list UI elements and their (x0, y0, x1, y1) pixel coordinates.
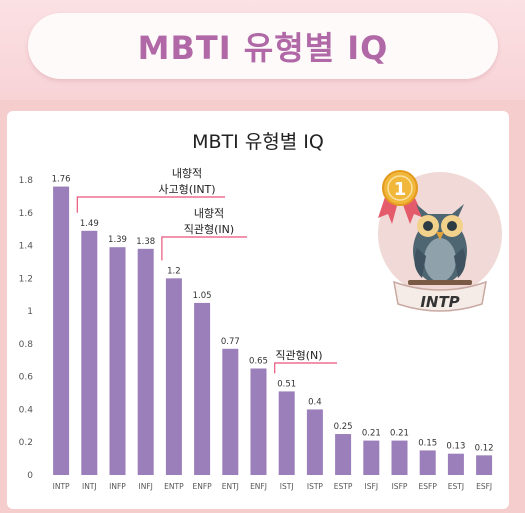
bar-isfp (391, 440, 408, 475)
callout-label: 내향적 (194, 207, 224, 220)
bar-estp (335, 434, 352, 475)
bar-esfp (419, 450, 436, 475)
value-label: 0.21 (390, 429, 409, 439)
bar-entp (165, 278, 182, 475)
x-tick-label: ISFJ (365, 482, 379, 491)
chart-title: MBTI 유형별 IQ (192, 131, 324, 153)
x-tick-label: ENFP (193, 482, 213, 491)
owl-icon (408, 204, 472, 285)
y-axis-ticks: 0 0.2 0.4 0.6 0.8 1 1.2 1.4 1.6 1.8 (19, 176, 34, 481)
bar-intj (81, 230, 98, 475)
rank-badge: 1 INTP (378, 170, 502, 312)
callout-label: 직관형(IN) (184, 223, 234, 236)
y-tick-label: 0.8 (19, 340, 34, 350)
x-tick-label: ENTP (164, 482, 184, 491)
bar-esfj (476, 455, 493, 475)
value-label: 1.05 (193, 291, 212, 301)
bar-entj (222, 348, 239, 475)
callout-label: 직관형(N) (275, 349, 322, 362)
y-tick-label: 0.6 (19, 373, 34, 383)
y-tick-label: 0.2 (19, 438, 33, 448)
banner-title-pill: MBTI 유형별 IQ (28, 13, 498, 79)
y-tick-label: 1 (27, 307, 33, 317)
value-label: 0.51 (277, 379, 296, 389)
y-tick-label: 0 (27, 471, 33, 481)
y-tick-label: 1.8 (19, 176, 34, 186)
callout-label: 내향적 (172, 167, 202, 180)
value-label: 1.2 (167, 266, 181, 276)
value-label: 0.4 (308, 397, 322, 407)
x-tick-label: ESTJ (448, 482, 464, 491)
value-label: 0.21 (362, 429, 381, 439)
bar-isfj (363, 440, 380, 475)
y-tick-label: 1.4 (19, 242, 34, 252)
chart-card: MBTI 유형별 IQ 0 0.2 0.4 0.6 0.8 1 1.2 1.4 1.6 1.8 1… (7, 111, 509, 509)
medal-rank: 1 (394, 179, 407, 200)
x-tick-label: ISTP (307, 482, 324, 491)
value-label: 1.49 (80, 219, 99, 229)
x-tick-label: INFP (109, 482, 126, 491)
x-tick-label: ENFJ (250, 482, 267, 491)
bar-istj (278, 391, 295, 475)
x-tick-label: INTJ (82, 482, 97, 491)
badge-label: INTP (420, 293, 459, 311)
callout-line (274, 362, 337, 374)
value-label: 1.38 (136, 237, 155, 247)
value-label: 0.13 (446, 442, 465, 452)
value-label: 0.15 (418, 438, 437, 448)
value-label: 0.12 (475, 443, 494, 453)
badge-ribbon (393, 280, 487, 312)
callout-line (76, 196, 225, 213)
bar-infp (109, 247, 126, 475)
medal-inner-ring (387, 175, 413, 201)
x-tick-label: INTP (53, 482, 70, 491)
x-tick-label: ISTJ (280, 482, 294, 491)
x-tick-label: ESFP (419, 482, 438, 491)
bar-istp (306, 409, 323, 475)
bar-enfj (250, 368, 267, 475)
callout-line (161, 236, 247, 261)
x-tick-label: ESFJ (476, 482, 492, 491)
y-tick-label: 0.4 (19, 405, 34, 415)
bar-enfp (194, 302, 211, 475)
value-label: 1.39 (108, 235, 127, 245)
x-tick-label: INFJ (139, 482, 153, 491)
bar-estj (447, 453, 464, 475)
x-tick-label: ISFP (392, 482, 408, 491)
x-tick-label: ESTP (334, 482, 353, 491)
callout-label: 사고형(INT) (158, 183, 215, 196)
bar-intp (53, 186, 70, 476)
bar-chart: MBTI 유형별 IQ 0 0.2 0.4 0.6 0.8 1 1.2 1.4 1.6 1.8 1… (19, 131, 502, 491)
value-label: 0.25 (334, 422, 353, 432)
y-tick-label: 1.2 (19, 274, 33, 284)
bars: 1.76 INTP 1.49 INTJ 1.39 INFP 1.38 INFJ 1.2 ENTP 1… (52, 175, 494, 491)
bar-infj (137, 248, 154, 475)
value-label: 1.76 (52, 175, 71, 185)
banner-title: MBTI 유형별 IQ (137, 29, 389, 67)
y-tick-label: 1.6 (19, 209, 34, 219)
value-label: 0.77 (221, 337, 240, 347)
value-label: 0.65 (249, 356, 268, 366)
x-tick-label: ENTJ (222, 482, 239, 491)
